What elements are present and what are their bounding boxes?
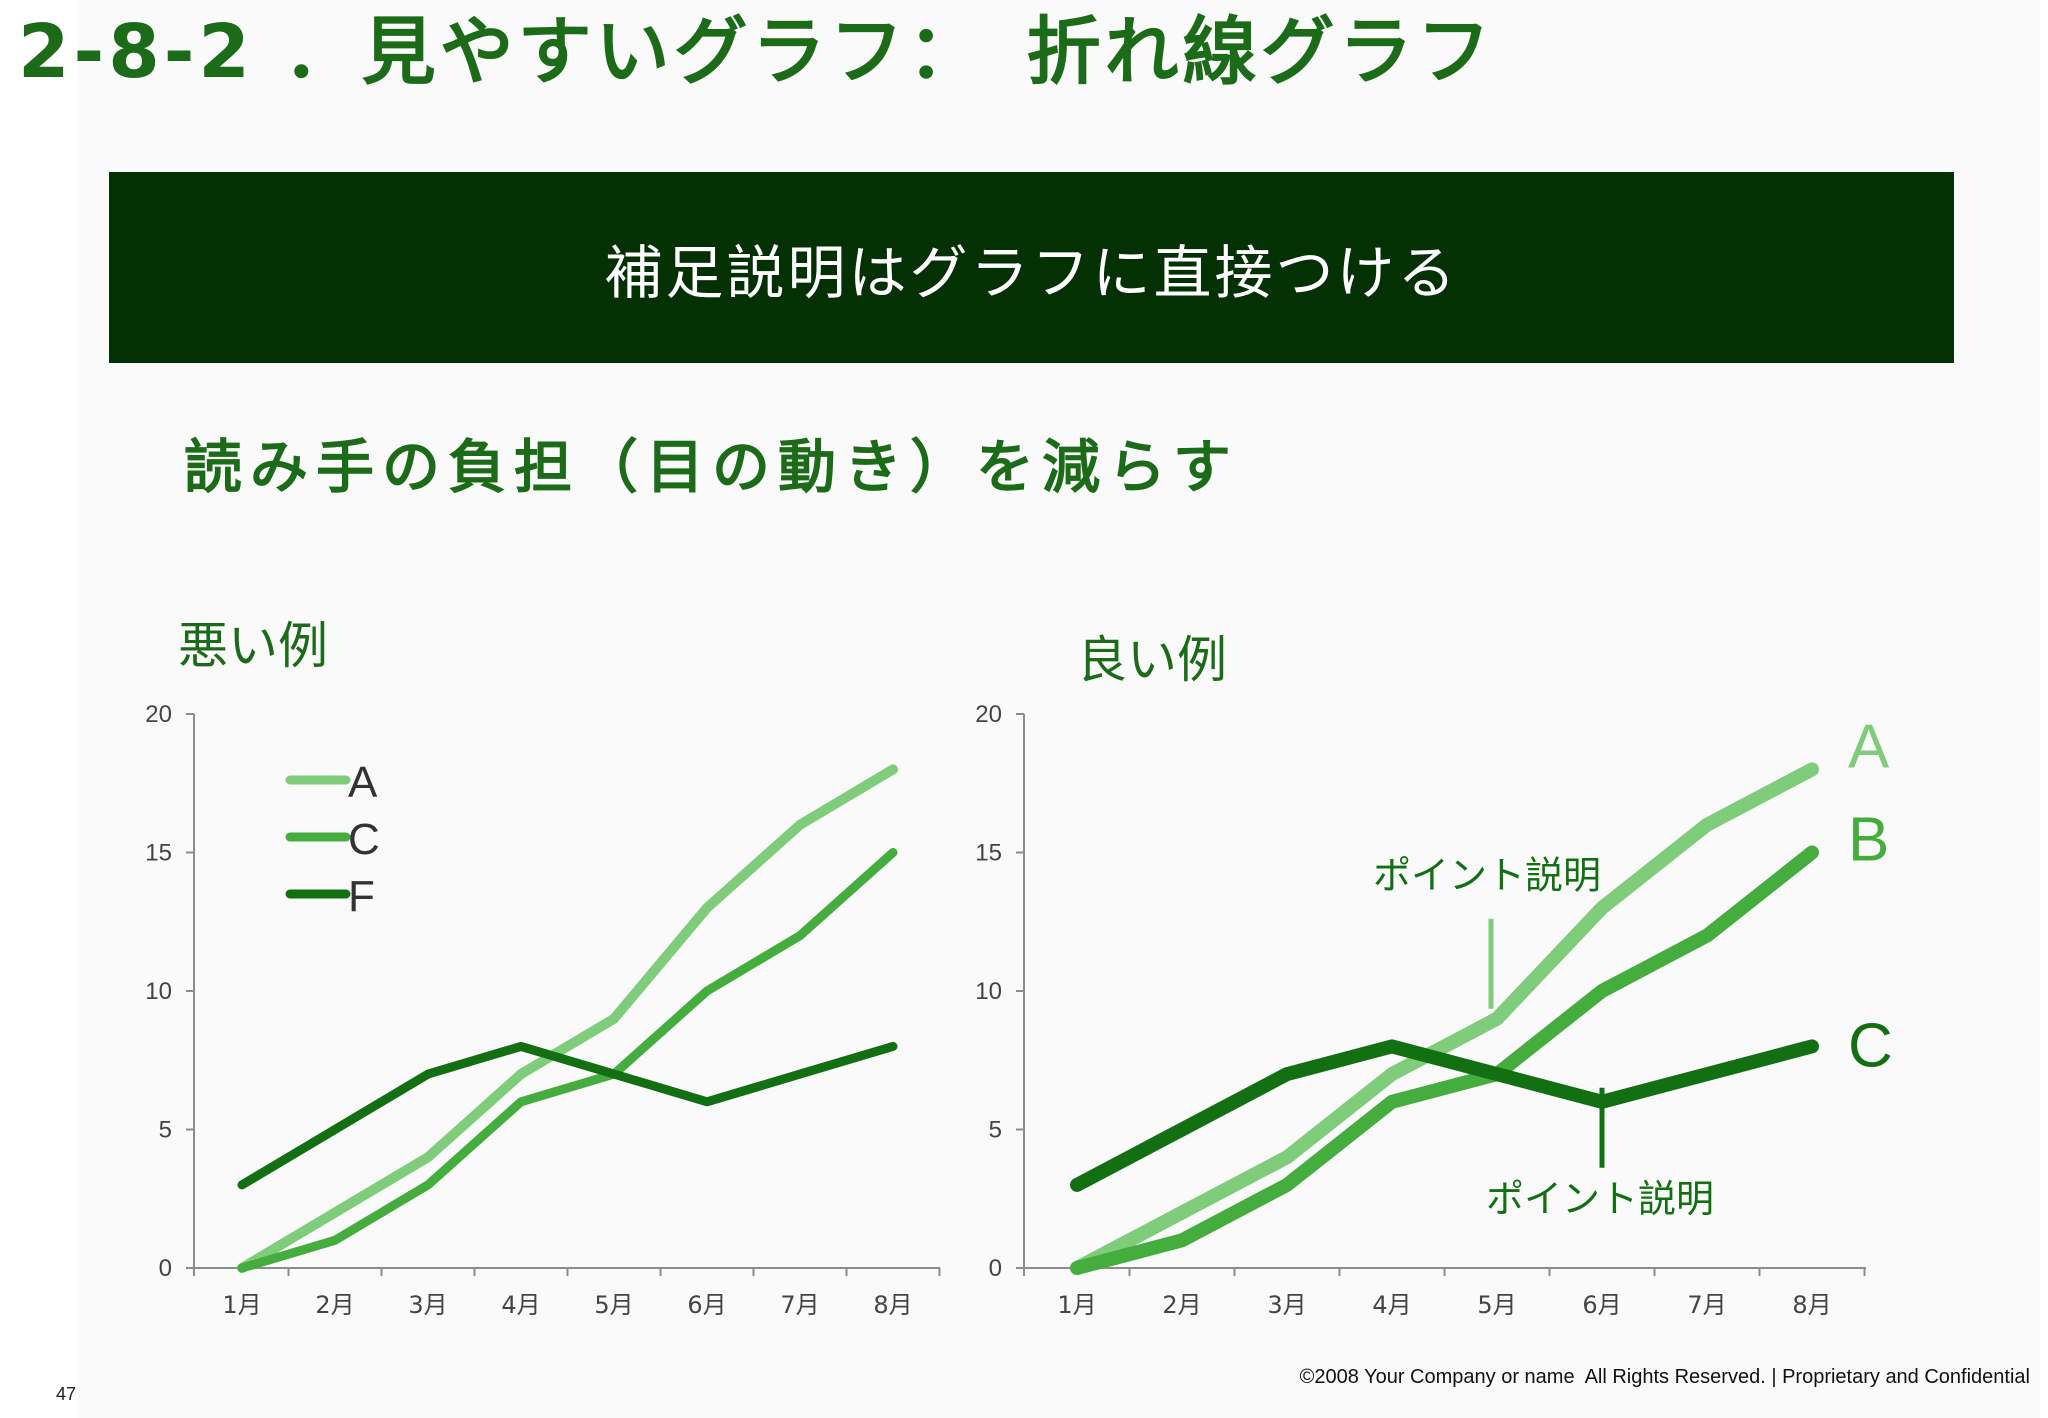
x-tick-label: 7月 — [780, 1291, 819, 1319]
annotation-text: ポイント説明 — [1486, 1177, 1714, 1221]
bad-example-label: 悪い例 — [178, 617, 328, 675]
page-number: 47 — [56, 1384, 77, 1404]
y-tick-label: 0 — [159, 1255, 172, 1282]
banner-text: 補足説明はグラフに直接つける — [604, 238, 1459, 307]
y-tick-label: 5 — [989, 1117, 1002, 1144]
x-tick-label: 3月 — [408, 1291, 447, 1319]
x-tick-label: 6月 — [1582, 1291, 1621, 1319]
series-line-C — [1070, 1039, 1819, 1192]
series-line-C — [237, 848, 898, 1273]
slide-title: 2-8-2 ．見やすいグラフ： 折れ線グラフ — [18, 9, 1495, 95]
y-tick-label: 20 — [145, 701, 172, 728]
series-line-F — [237, 1041, 898, 1190]
x-tick-label: 8月 — [1792, 1291, 1831, 1319]
y-tick-label: 5 — [159, 1117, 172, 1144]
direct-label-C: C — [1848, 1011, 1893, 1080]
y-tick-label: 0 — [989, 1255, 1002, 1282]
x-tick-label: 3月 — [1267, 1291, 1306, 1319]
legend-label-A: A — [348, 758, 378, 807]
good-example-label: 良い例 — [1077, 631, 1227, 689]
footer-copyright: ©2008 Your Company or name All Rights Re… — [1299, 1366, 2030, 1388]
x-tick-label: 4月 — [501, 1291, 540, 1319]
series-line-A — [1070, 762, 1819, 1275]
series-line-B — [1070, 845, 1819, 1275]
legend-label-F: F — [348, 872, 375, 921]
y-tick-label: 20 — [975, 701, 1002, 728]
x-tick-label: 8月 — [873, 1291, 912, 1319]
x-tick-label: 4月 — [1372, 1291, 1411, 1319]
x-tick-label: 1月 — [222, 1291, 261, 1319]
x-tick-label: 5月 — [1477, 1291, 1516, 1319]
y-tick-label: 10 — [145, 978, 172, 1005]
x-tick-label: 6月 — [687, 1291, 726, 1319]
y-tick-label: 15 — [975, 840, 1002, 867]
series-line-A — [237, 764, 898, 1273]
direct-label-B: B — [1848, 806, 1889, 875]
x-tick-label: 5月 — [594, 1291, 633, 1319]
annotation-text: ポイント説明 — [1373, 854, 1601, 898]
subtitle: 読み手の負担（目の動き）を減らす — [184, 433, 1239, 501]
y-tick-label: 10 — [975, 978, 1002, 1005]
x-tick-label: 2月 — [315, 1291, 354, 1319]
bad-example-chart: 0 5 10 15 20 1月 2月 3月 4月 5月 6月 7月 8月 ACF — [145, 701, 941, 1319]
y-tick-label: 15 — [145, 840, 172, 867]
banner: 補足説明はグラフに直接つける — [109, 172, 1954, 363]
legend-label-C: C — [348, 815, 380, 864]
x-tick-label: 1月 — [1057, 1291, 1096, 1319]
x-tick-label: 2月 — [1162, 1291, 1201, 1319]
x-tick-label: 7月 — [1687, 1291, 1726, 1319]
direct-label-A: A — [1848, 712, 1890, 781]
